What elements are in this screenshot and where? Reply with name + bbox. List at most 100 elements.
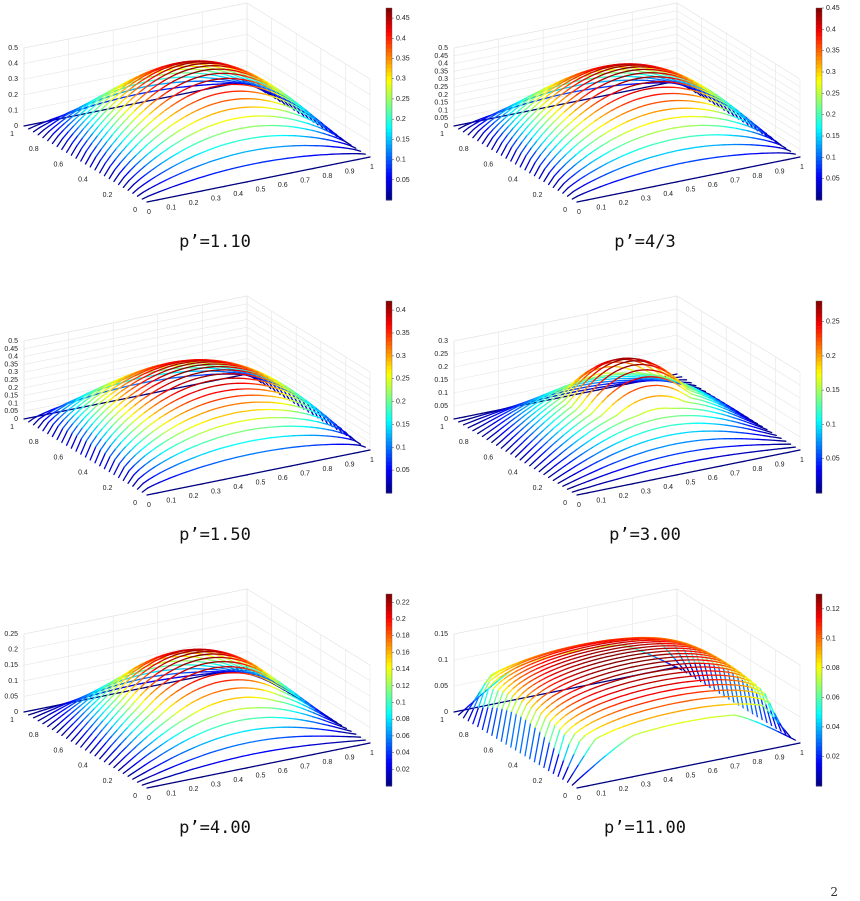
surface-segment	[298, 396, 306, 402]
surface-segment	[132, 416, 140, 423]
surface-segment	[137, 78, 145, 84]
surface-segment	[581, 449, 589, 455]
surface-segment	[137, 183, 145, 190]
surface-plot: 00.050.10.150.20.250.30.350.40.450.500.2…	[434, 2, 840, 216]
surface-mesh	[453, 63, 801, 203]
surface-segment	[323, 128, 331, 133]
surface-segment	[771, 453, 779, 457]
surface-segment	[700, 96, 708, 100]
surface-segment	[177, 382, 185, 386]
surface-segment	[615, 384, 622, 388]
surface-segment	[86, 390, 94, 395]
surface-segment	[257, 83, 265, 89]
surface-segment	[117, 121, 125, 129]
surface-segment	[713, 93, 721, 99]
surface-segment	[189, 674, 197, 677]
surface-segment	[529, 451, 537, 459]
surface-segment	[660, 68, 668, 71]
surface-segment	[201, 115, 209, 119]
colorbar-band	[816, 457, 822, 462]
surface-segment	[580, 458, 588, 464]
surface-segment	[118, 405, 126, 413]
surface-segment	[758, 434, 766, 437]
surface-segment	[668, 127, 676, 130]
surface-segment	[556, 88, 564, 94]
z-axis: 00.050.10.150.20.250.30.350.40.450.5	[4, 338, 18, 423]
surface-segment	[255, 79, 263, 83]
z-gridline	[23, 588, 371, 666]
surface-segment	[62, 420, 69, 430]
surface-segment	[295, 411, 303, 414]
x-tick-label: 0.4	[233, 191, 243, 198]
surface-segment	[572, 82, 580, 88]
surface-segment	[287, 391, 295, 396]
surface-segment	[195, 128, 203, 133]
colorbar-tick-label: 0.45	[396, 15, 410, 22]
surface-segment	[161, 148, 169, 154]
surface-segment	[664, 377, 671, 381]
surface-segment	[656, 456, 663, 460]
surface-segment	[670, 74, 677, 77]
surface-segment	[703, 393, 711, 398]
colorbar-band	[816, 188, 822, 193]
surface-segment	[28, 416, 36, 419]
surface-segment	[129, 444, 137, 452]
surface-segment	[181, 62, 189, 66]
surface-segment	[512, 121, 520, 129]
surface-segment	[638, 104, 645, 109]
surface-segment	[175, 183, 182, 187]
z-gridline	[23, 651, 371, 728]
surface-segment	[667, 453, 675, 457]
surface-segment	[265, 437, 272, 440]
surface-segment	[161, 88, 169, 91]
surface-segment	[513, 114, 521, 122]
surface-segment	[330, 456, 338, 459]
surface-segment	[234, 116, 242, 120]
surface-segment	[262, 79, 270, 85]
surface-segment	[752, 131, 760, 135]
surface-segment	[652, 374, 660, 378]
surface-segment	[530, 406, 538, 412]
z-tick-label: 0.4	[8, 61, 18, 68]
surface-segment	[89, 395, 97, 402]
surface-segment	[212, 111, 220, 115]
surface-segment	[161, 678, 169, 681]
surface-segment	[565, 91, 573, 98]
surface-segment	[149, 166, 157, 172]
surface-segment	[180, 115, 188, 120]
surface-segment	[762, 139, 770, 142]
surface-segment	[597, 83, 605, 88]
surface-segment	[637, 187, 645, 191]
colorbar-band	[386, 40, 392, 45]
surface-segment	[709, 416, 717, 419]
surface-segment	[493, 418, 501, 424]
surface-segment	[235, 374, 243, 377]
surface-segment	[181, 363, 189, 367]
surface-segment	[735, 127, 743, 131]
surface-segment	[783, 447, 791, 449]
surface-segment	[500, 107, 508, 112]
surface-segment	[615, 91, 622, 95]
surface-segment	[595, 363, 603, 368]
surface-segment	[504, 412, 512, 417]
surface-segment	[166, 673, 174, 676]
surface-segment	[172, 443, 179, 448]
surface-segment	[158, 374, 166, 379]
colorbar-band	[816, 313, 822, 318]
surface-segment	[536, 98, 544, 102]
surface-segment	[579, 109, 587, 116]
surface-segment	[270, 436, 278, 439]
surface-segment	[576, 392, 584, 401]
colorbar-band	[816, 349, 822, 354]
surface-segment	[139, 99, 147, 107]
surface-segment	[127, 119, 135, 127]
surface-segment	[732, 461, 740, 465]
surface-segment	[231, 78, 239, 82]
colorbar-band	[386, 301, 392, 306]
surface-segment	[605, 67, 613, 71]
surface-segment	[681, 77, 689, 81]
colorbar-frame	[385, 300, 393, 494]
surface-segment	[644, 459, 652, 463]
surface-segment	[704, 467, 712, 470]
surface-segment	[665, 475, 673, 478]
